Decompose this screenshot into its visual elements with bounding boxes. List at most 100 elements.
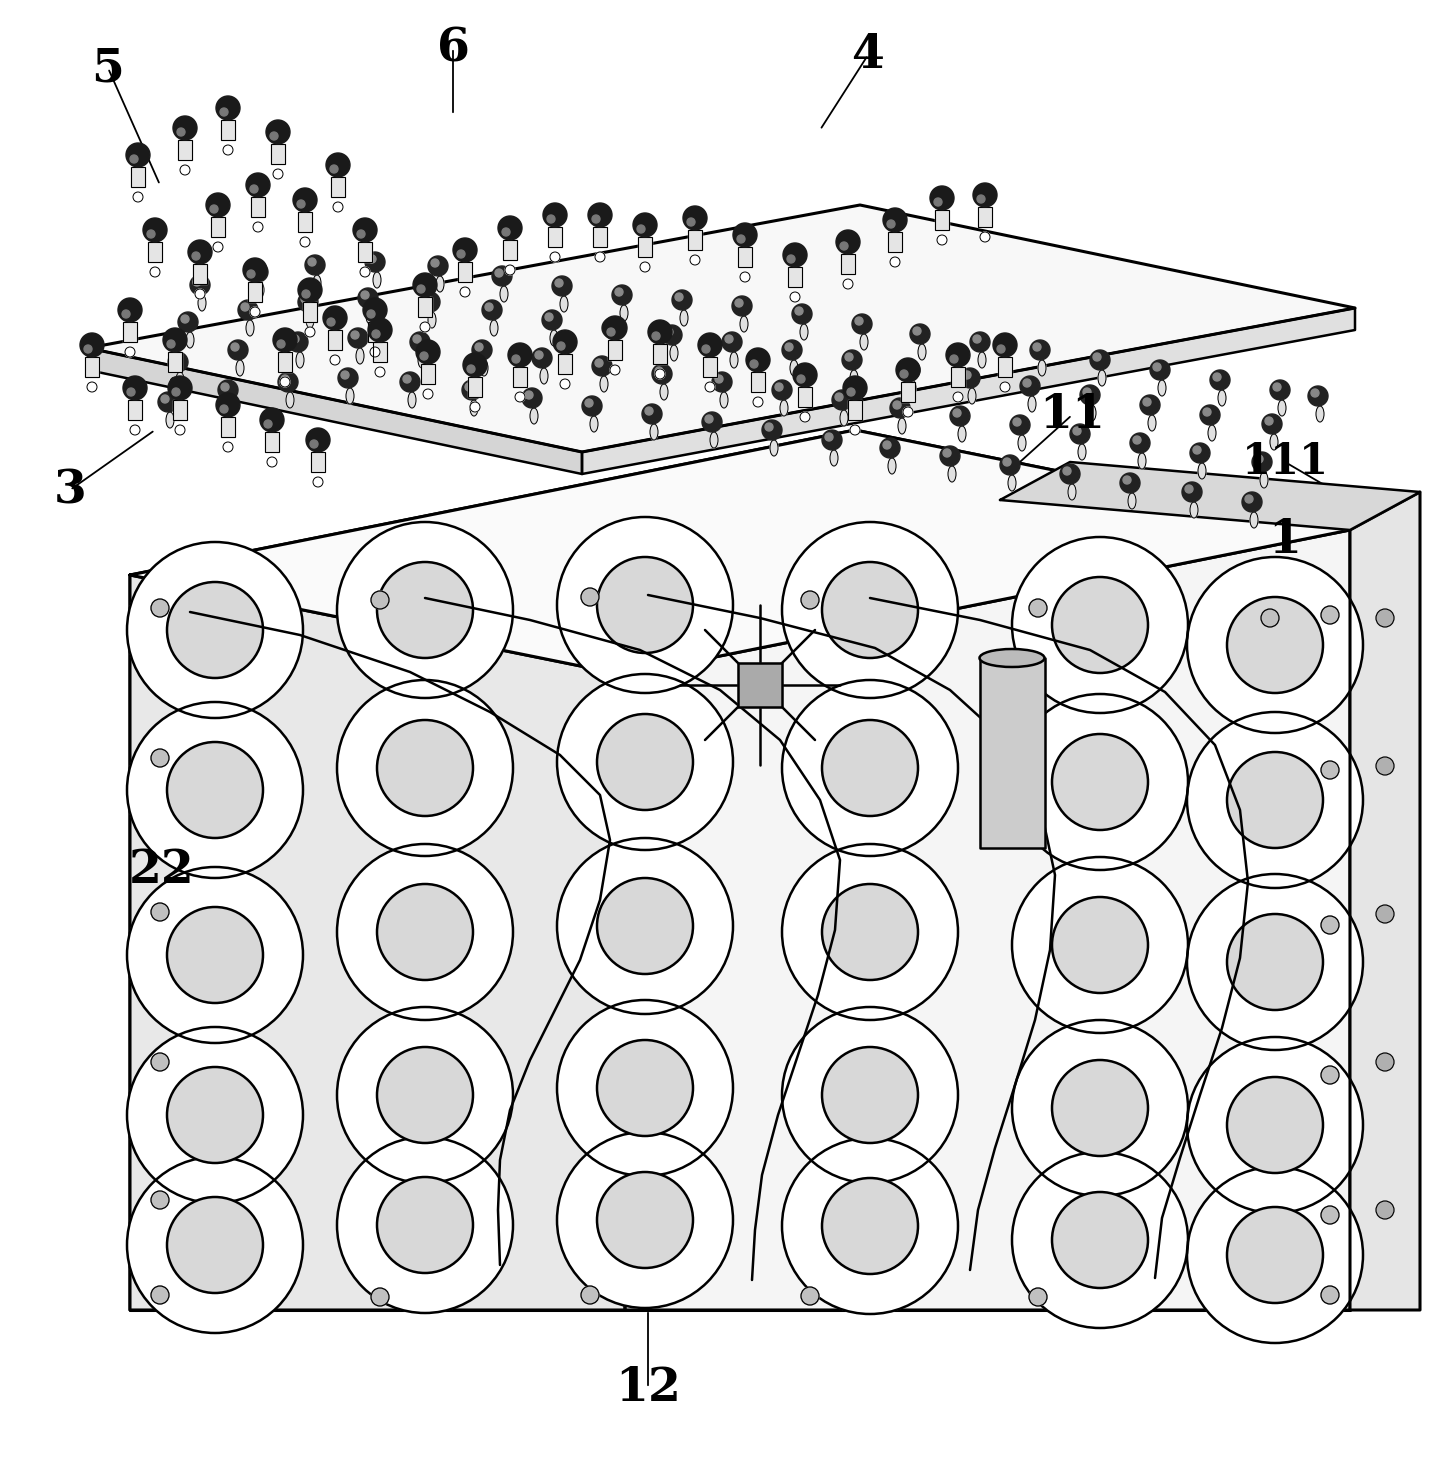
Circle shape (1308, 386, 1328, 407)
Bar (738, 248, 752, 267)
Bar (328, 329, 342, 350)
Circle shape (853, 315, 873, 334)
Circle shape (603, 316, 628, 339)
Circle shape (461, 380, 481, 401)
Ellipse shape (600, 376, 608, 392)
Bar (358, 242, 373, 262)
Circle shape (592, 356, 612, 376)
Circle shape (471, 339, 492, 360)
Bar (168, 353, 182, 372)
Circle shape (214, 242, 224, 252)
Circle shape (1321, 1067, 1338, 1084)
Circle shape (557, 517, 734, 694)
Circle shape (417, 286, 426, 293)
Ellipse shape (166, 412, 173, 428)
Circle shape (1052, 1061, 1148, 1155)
Circle shape (790, 291, 800, 302)
Circle shape (244, 258, 267, 283)
Circle shape (702, 345, 709, 353)
Circle shape (1212, 373, 1221, 380)
Ellipse shape (1148, 415, 1156, 431)
Circle shape (1321, 916, 1338, 934)
Circle shape (363, 299, 387, 322)
Circle shape (298, 291, 318, 312)
Circle shape (1093, 353, 1101, 361)
Circle shape (542, 310, 562, 329)
Circle shape (312, 476, 322, 487)
Circle shape (128, 388, 135, 396)
Circle shape (903, 363, 911, 372)
Bar (608, 339, 622, 360)
Ellipse shape (840, 409, 848, 425)
Ellipse shape (1027, 396, 1036, 412)
Ellipse shape (860, 334, 868, 350)
Circle shape (122, 310, 130, 318)
Circle shape (782, 243, 807, 267)
Text: 6: 6 (437, 25, 470, 71)
Ellipse shape (1218, 390, 1227, 407)
Circle shape (150, 749, 169, 766)
Text: 3: 3 (53, 468, 86, 513)
Bar (373, 342, 387, 361)
Circle shape (305, 255, 325, 275)
Circle shape (662, 325, 682, 345)
Ellipse shape (490, 321, 499, 337)
Ellipse shape (980, 648, 1045, 667)
Ellipse shape (1315, 407, 1324, 423)
Ellipse shape (949, 466, 956, 482)
Circle shape (420, 353, 428, 360)
Circle shape (725, 335, 734, 342)
Circle shape (1227, 752, 1323, 848)
Circle shape (1060, 463, 1080, 484)
Circle shape (823, 884, 919, 981)
Bar (178, 140, 192, 160)
Circle shape (684, 205, 706, 230)
Circle shape (555, 278, 563, 287)
Circle shape (332, 203, 342, 213)
Ellipse shape (297, 353, 304, 369)
Circle shape (557, 675, 734, 849)
Circle shape (254, 221, 264, 232)
Circle shape (1187, 1037, 1363, 1214)
Circle shape (377, 884, 473, 981)
Circle shape (416, 339, 440, 364)
Circle shape (150, 1190, 169, 1209)
Bar (85, 357, 99, 377)
Circle shape (1141, 395, 1159, 415)
Circle shape (840, 242, 848, 251)
Circle shape (1030, 339, 1050, 360)
Circle shape (1209, 370, 1230, 390)
Circle shape (499, 216, 522, 240)
Circle shape (900, 360, 920, 380)
Bar (211, 217, 225, 237)
Bar (298, 213, 312, 232)
Bar (130, 168, 145, 186)
Ellipse shape (1017, 436, 1026, 452)
Circle shape (1194, 446, 1201, 455)
Circle shape (652, 364, 672, 385)
Circle shape (291, 335, 299, 342)
Circle shape (800, 412, 810, 423)
Circle shape (1182, 482, 1202, 503)
Bar (331, 176, 345, 197)
Bar (421, 364, 436, 385)
Ellipse shape (719, 392, 728, 408)
Bar (368, 322, 383, 342)
Circle shape (1187, 712, 1363, 887)
Bar (221, 119, 235, 140)
Ellipse shape (888, 457, 896, 474)
Bar (653, 344, 666, 364)
Circle shape (595, 252, 605, 262)
Bar (841, 254, 856, 274)
Circle shape (698, 334, 722, 357)
Circle shape (835, 230, 860, 254)
Circle shape (735, 299, 742, 307)
Bar (513, 367, 527, 388)
Circle shape (1376, 758, 1394, 775)
Circle shape (823, 430, 843, 450)
Circle shape (1227, 1206, 1323, 1303)
Ellipse shape (428, 312, 436, 328)
Circle shape (351, 331, 360, 339)
Circle shape (752, 396, 762, 407)
Bar (848, 401, 863, 420)
